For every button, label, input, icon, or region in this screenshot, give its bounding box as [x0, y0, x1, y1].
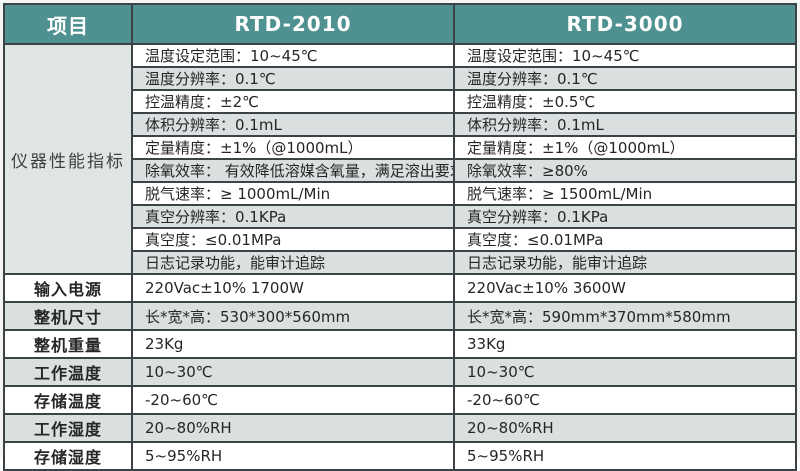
cell-rtd3000-deoxygen-efficiency: 除氧效率：≥80% [453, 158, 797, 183]
cell-rtd3000-storage-temp: -20~60℃ [453, 385, 797, 415]
cell-rtd2010-storage-temp: -20~60℃ [131, 385, 455, 415]
cell-rtd3000-working-temp: 10~30℃ [453, 357, 797, 387]
table-row: 定量精度：±1%（@1000mL） 定量精度：±1%（@1000mL） [4, 135, 797, 160]
table-row: 整机尺寸 长*宽*高：530*300*560mm 长*宽*高：590mm*370… [3, 301, 797, 331]
table-row: 存储湿度 5~95%RH 5~95%RH [3, 441, 797, 471]
cell-rtd3000-working-humidity: 20~80%RH [453, 413, 797, 443]
cell-rtd2010-temp-resolution: 温度分辨率：0.1℃ [131, 66, 455, 91]
header-model-rtd3000: RTD-3000 [453, 3, 797, 45]
cell-rtd3000-volume-resolution: 体积分辨率：0.1mL [453, 112, 797, 137]
cell-rtd3000-temp-accuracy: 控温精度：±0.5℃ [453, 89, 797, 114]
cell-rtd2010-vacuum-degree: 真空度：≤0.01MPa [131, 227, 455, 252]
cell-rtd3000-dosing-accuracy: 定量精度：±1%（@1000mL） [453, 135, 797, 160]
cell-rtd2010-logging: 日志记录功能，能审计追踪 [131, 250, 455, 275]
table-row: 存储温度 -20~60℃ -20~60℃ [3, 385, 797, 415]
performance-group-label: 仪器性能指标 [3, 43, 133, 275]
cell-rtd2010-degas-rate: 脱气速率：≥ 1000mL/Min [131, 181, 455, 206]
table-row: 除氧效率： 有效降低溶媒含氧量，满足溶出要求 除氧效率：≥80% [4, 158, 797, 183]
cell-rtd2010-working-temp: 10~30℃ [131, 357, 455, 387]
table-row: 真空度：≤0.01MPa 真空度：≤0.01MPa [4, 227, 797, 252]
spec-comparison-table: 项目 RTD-2010 RTD-3000 仪器性能指标 温度设定范围：10~45… [3, 3, 797, 471]
cell-rtd3000-degas-rate: 脱气速率：≥ 1500mL/Min [453, 181, 797, 206]
cell-rtd2010-input-power: 220Vac±10% 1700W [131, 273, 455, 303]
cell-rtd3000-dimensions: 长*宽*高：590mm*370mm*580mm [453, 301, 797, 331]
table-row: 整机重量 23Kg 33Kg [3, 329, 797, 359]
header-item-label: 项目 [3, 3, 133, 45]
table-row: 真空分辨率：0.1KPa 真空分辨率：0.1KPa [4, 204, 797, 229]
cell-rtd2010-dosing-accuracy: 定量精度：±1%（@1000mL） [131, 135, 455, 160]
table-row: 控温精度：±2℃ 控温精度：±0.5℃ [4, 89, 797, 114]
table-row: 体积分辨率：0.1mL 体积分辨率：0.1mL [4, 112, 797, 137]
table-row: 仪器性能指标 温度设定范围：10~45℃ 温度设定范围：10~45℃ [3, 43, 797, 275]
cell-rtd2010-storage-humidity: 5~95%RH [131, 441, 455, 471]
cell-rtd3000-weight: 33Kg [453, 329, 797, 359]
row-label-storage-humidity: 存储湿度 [3, 441, 133, 471]
table-row: 工作温度 10~30℃ 10~30℃ [3, 357, 797, 387]
table-row: 脱气速率：≥ 1000mL/Min 脱气速率：≥ 1500mL/Min [4, 181, 797, 206]
cell-rtd2010-volume-resolution: 体积分辨率：0.1mL [131, 112, 455, 137]
cell-rtd3000-input-power: 220Vac±10% 3600W [453, 273, 797, 303]
cell-rtd2010-deoxygen-efficiency: 除氧效率： 有效降低溶媒含氧量，满足溶出要求 [131, 158, 455, 183]
table-row: 温度分辨率：0.1℃ 温度分辨率：0.1℃ [4, 66, 797, 91]
row-label-storage-temp: 存储温度 [3, 385, 133, 415]
cell-rtd2010-weight: 23Kg [131, 329, 455, 359]
table-row: 工作湿度 20~80%RH 20~80%RH [3, 413, 797, 443]
cell-rtd3000-vacuum-resolution: 真空分辨率：0.1KPa [453, 204, 797, 229]
row-label-dimensions: 整机尺寸 [3, 301, 133, 331]
table-row: 日志记录功能，能审计追踪 日志记录功能，能审计追踪 [4, 250, 797, 275]
row-label-input-power: 输入电源 [3, 273, 133, 303]
cell-rtd2010-temp-accuracy: 控温精度：±2℃ [131, 89, 455, 114]
row-label-working-temp: 工作温度 [3, 357, 133, 387]
cell-rtd2010-vacuum-resolution: 真空分辨率：0.1KPa [131, 204, 455, 229]
header-model-rtd2010: RTD-2010 [131, 3, 455, 45]
row-label-weight: 整机重量 [3, 329, 133, 359]
header-row: 项目 RTD-2010 RTD-3000 [3, 3, 797, 45]
cell-rtd3000-vacuum-degree: 真空度：≤0.01MPa [453, 227, 797, 252]
cell-rtd3000-logging: 日志记录功能，能审计追踪 [453, 250, 797, 275]
cell-rtd3000-temp-range: 温度设定范围：10~45℃ [453, 43, 797, 68]
row-label-working-humidity: 工作湿度 [3, 413, 133, 443]
table-row: 输入电源 220Vac±10% 1700W 220Vac±10% 3600W [3, 273, 797, 303]
cell-rtd3000-storage-humidity: 5~95%RH [453, 441, 797, 471]
cell-rtd2010-dimensions: 长*宽*高：530*300*560mm [131, 301, 455, 331]
cell-rtd3000-temp-resolution: 温度分辨率：0.1℃ [453, 66, 797, 91]
cell-rtd2010-working-humidity: 20~80%RH [131, 413, 455, 443]
cell-rtd2010-temp-range: 温度设定范围：10~45℃ [131, 43, 455, 68]
